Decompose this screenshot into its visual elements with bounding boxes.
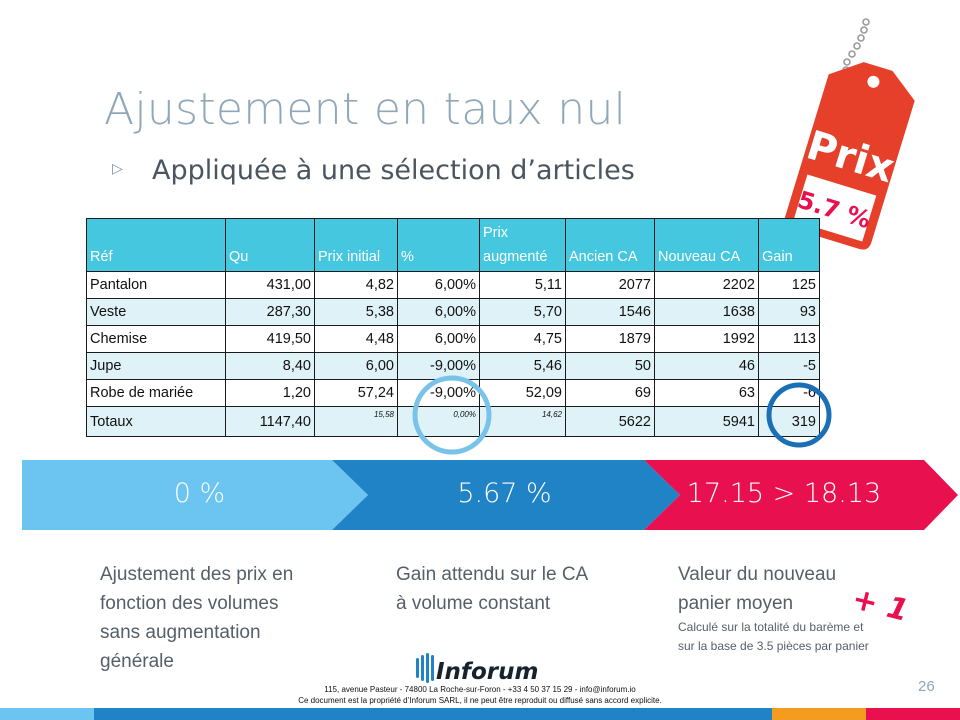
column-header: Réf	[86, 218, 226, 272]
step-1-description: Ajustement des prix en fonction des volu…	[100, 564, 294, 672]
table-cell: 6,00%	[397, 298, 480, 326]
highlight-circle-gain	[766, 382, 832, 448]
table-cell: -9,00%	[397, 352, 480, 380]
footer-address: 115, avenue Pasteur - 74800 La Roche-sur…	[324, 685, 636, 694]
inforum-logo: Inforum	[416, 653, 538, 684]
column-header: %	[397, 218, 480, 272]
process-band	[22, 460, 958, 530]
table-row: Chemise 419,50 4,48 6,00% 4,75 1879 1992…	[86, 325, 820, 353]
step-2-chevron	[332, 460, 680, 530]
table-cell: 287,30	[225, 298, 315, 326]
table-cell: Pantalon	[86, 271, 226, 299]
table-cell: 5941	[654, 406, 759, 437]
table-cell: 113	[758, 325, 820, 353]
bottom-color-bar	[0, 708, 960, 720]
table-cell: 4,82	[314, 271, 398, 299]
table-cell: 50	[565, 352, 655, 380]
table-cell: 6,00	[314, 352, 398, 380]
table-cell: 15,58	[314, 406, 398, 437]
column-header: Qu	[225, 218, 315, 272]
table-cell: 5,70	[479, 298, 566, 326]
column-header: Nouveau CA	[654, 218, 759, 272]
step-2-description: Gain attendu sur le CA à volume constant	[396, 564, 589, 614]
slide-title: Ajustement en taux nul	[104, 84, 627, 135]
table-cell: Veste	[86, 298, 226, 326]
table-cell: -6	[758, 379, 820, 407]
table-cell: 93	[758, 298, 820, 326]
table-cell: 1638	[654, 298, 759, 326]
table-cell: 5622	[565, 406, 655, 437]
table-cell: 1992	[654, 325, 759, 353]
table-row: Pantalon 431,00 4,82 6,00% 5,11 2077 220…	[86, 271, 820, 299]
bullet-icon: ▷	[112, 160, 123, 176]
table-cell: 46	[654, 352, 759, 380]
table-cell: 63	[654, 379, 759, 407]
step-2-value: 5.67 %	[457, 478, 552, 509]
table-cell: 8,40	[225, 352, 315, 380]
table-header-row: Réf Qu Prix initial % Prix augmenté Anci…	[86, 218, 820, 272]
table-cell: 1879	[565, 325, 655, 353]
highlight-circle-percent	[412, 375, 492, 455]
plus-one-annotation: + 1	[850, 581, 912, 629]
highlight-circles	[412, 375, 832, 455]
table-totals-row: Totaux 1147,40 15,58 0,00% 14,62 5622 59…	[86, 406, 820, 437]
table-row: Jupe 8,40 6,00 -9,00% 5,46 50 46 -5	[86, 352, 820, 380]
data-table: Réf Qu Prix initial % Prix augmenté Anci…	[86, 218, 820, 437]
svg-text:+ 1: + 1	[850, 581, 912, 629]
slide-subtitle: Appliquée à une sélection d’articles	[152, 155, 635, 186]
footer-copyright: Ce document est la propriété d’Inforum S…	[298, 696, 662, 705]
table-cell: Totaux	[86, 406, 226, 437]
table-cell: 1147,40	[225, 406, 315, 437]
table-cell: 6,00%	[397, 271, 480, 299]
column-header: Gain	[758, 218, 820, 272]
step-3-note: Calculé sur la totalité du barème et sur…	[678, 620, 869, 653]
step-3-chevron	[644, 460, 958, 530]
column-header: Ancien CA	[565, 218, 655, 272]
column-header: Prix initial	[314, 218, 398, 272]
table-cell: 2077	[565, 271, 655, 299]
step-1-chevron	[22, 460, 368, 530]
price-tag-illustration: Prix 5.7 %	[784, 18, 915, 250]
table-row: Veste 287,30 5,38 6,00% 5,70 1546 1638 9…	[86, 298, 820, 326]
table-cell: Chemise	[86, 325, 226, 353]
table-cell: 6,00%	[397, 325, 480, 353]
step-3-description: Valeur du nouveau panier moyen	[678, 564, 837, 614]
table-cell: Jupe	[86, 352, 226, 380]
table-cell: Robe de mariée	[86, 379, 226, 407]
step-3-value: 17.15 > 18.13	[686, 478, 882, 509]
table-cell: 431,00	[225, 271, 315, 299]
table-cell: 52,09	[479, 379, 566, 407]
table-cell: 69	[565, 379, 655, 407]
logo-text: Inforum	[436, 659, 538, 684]
page-number: 26	[918, 678, 935, 695]
table-cell: 14,62	[479, 406, 566, 437]
table-cell: 5,46	[479, 352, 566, 380]
step-1-value: 0 %	[173, 478, 226, 509]
